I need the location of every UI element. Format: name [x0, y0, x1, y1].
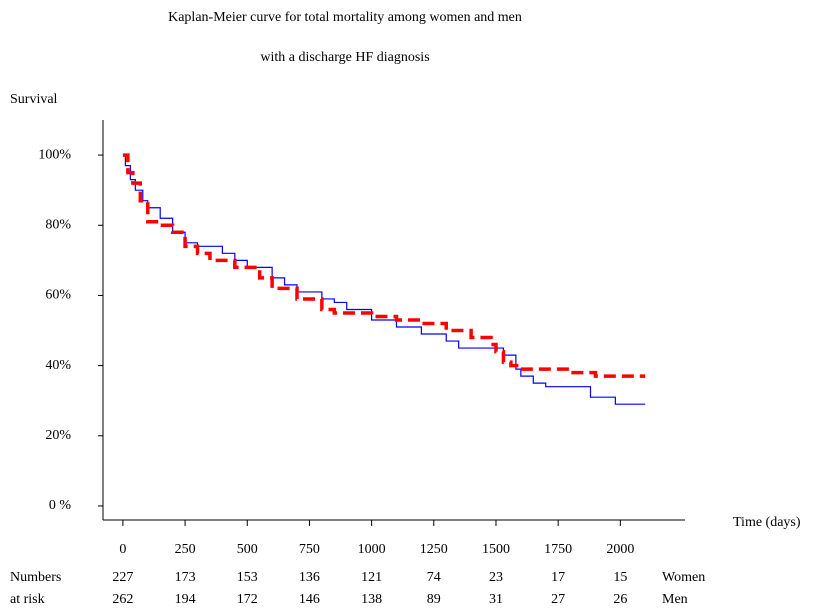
x-tick-label: 1750 [544, 542, 572, 557]
risk-count: 15 [613, 570, 627, 585]
y-tick-label: 20% [45, 428, 71, 443]
y-tick-label: 80% [45, 217, 71, 232]
x-tick-label: 750 [299, 542, 320, 557]
chart-title: Kaplan-Meier curve for total mortality a… [168, 10, 522, 25]
risk-count: 26 [613, 592, 627, 607]
risk-count: 262 [112, 592, 133, 607]
risk-count: 146 [299, 592, 320, 607]
x-tick-label: 0 [119, 542, 126, 557]
risk-count: 23 [489, 570, 503, 585]
chart-title: with a discharge HF diagnosis [260, 50, 429, 65]
risk-count: 173 [175, 570, 196, 585]
risk-label: Numbers [10, 570, 61, 585]
x-tick-label: 1000 [358, 542, 386, 557]
risk-count: 121 [361, 570, 382, 585]
x-axis-label: Time (days) [733, 515, 801, 530]
survival-curve [122, 154, 646, 405]
risk-label: at risk [10, 592, 45, 607]
risk-group: Women [662, 570, 705, 585]
risk-group: Men [662, 592, 688, 607]
y-tick-label: 100% [38, 147, 71, 162]
risk-count: 17 [551, 570, 565, 585]
risk-count: 138 [361, 592, 382, 607]
x-tick-label: 500 [237, 542, 258, 557]
y-tick-label: 0 % [49, 498, 72, 513]
risk-count: 89 [427, 592, 441, 607]
risk-count: 194 [175, 592, 196, 607]
risk-count: 27 [551, 592, 565, 607]
y-axis-label: Survival [10, 92, 58, 107]
y-tick-label: 60% [45, 288, 71, 303]
x-tick-label: 2000 [606, 542, 634, 557]
risk-count: 153 [237, 570, 258, 585]
risk-count: 172 [237, 592, 258, 607]
risk-count: 136 [299, 570, 320, 585]
x-tick-label: 1500 [482, 542, 510, 557]
risk-count: 74 [427, 570, 441, 585]
risk-count: 227 [112, 570, 133, 585]
x-tick-label: 1250 [420, 542, 448, 557]
risk-count: 31 [489, 592, 503, 607]
x-tick-label: 250 [175, 542, 196, 557]
survival-curve [122, 153, 646, 378]
y-tick-label: 40% [45, 358, 71, 373]
